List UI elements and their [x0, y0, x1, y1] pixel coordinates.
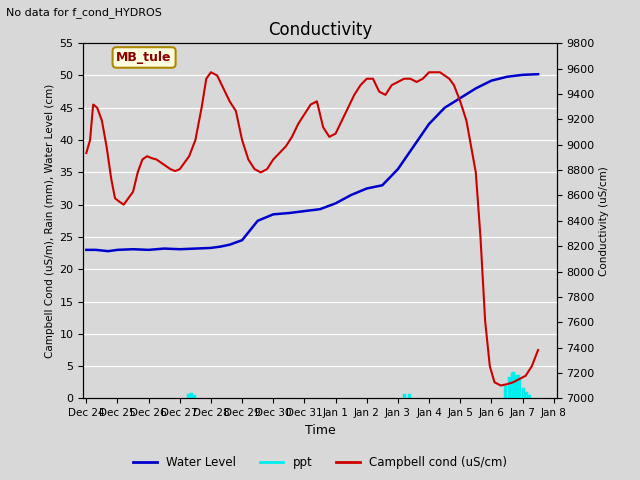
- Legend: Water Level, ppt, Campbell cond (uS/cm): Water Level, ppt, Campbell cond (uS/cm): [128, 452, 512, 474]
- Title: Conductivity: Conductivity: [268, 21, 372, 39]
- X-axis label: Time: Time: [305, 424, 335, 437]
- Text: MB_tule: MB_tule: [116, 51, 172, 64]
- Text: No data for f_cond_HYDROS: No data for f_cond_HYDROS: [6, 7, 163, 18]
- Y-axis label: Conductivity (uS/cm): Conductivity (uS/cm): [599, 166, 609, 276]
- Y-axis label: Campbell Cond (uS/m), Rain (mm), Water Level (cm): Campbell Cond (uS/m), Rain (mm), Water L…: [45, 84, 55, 358]
